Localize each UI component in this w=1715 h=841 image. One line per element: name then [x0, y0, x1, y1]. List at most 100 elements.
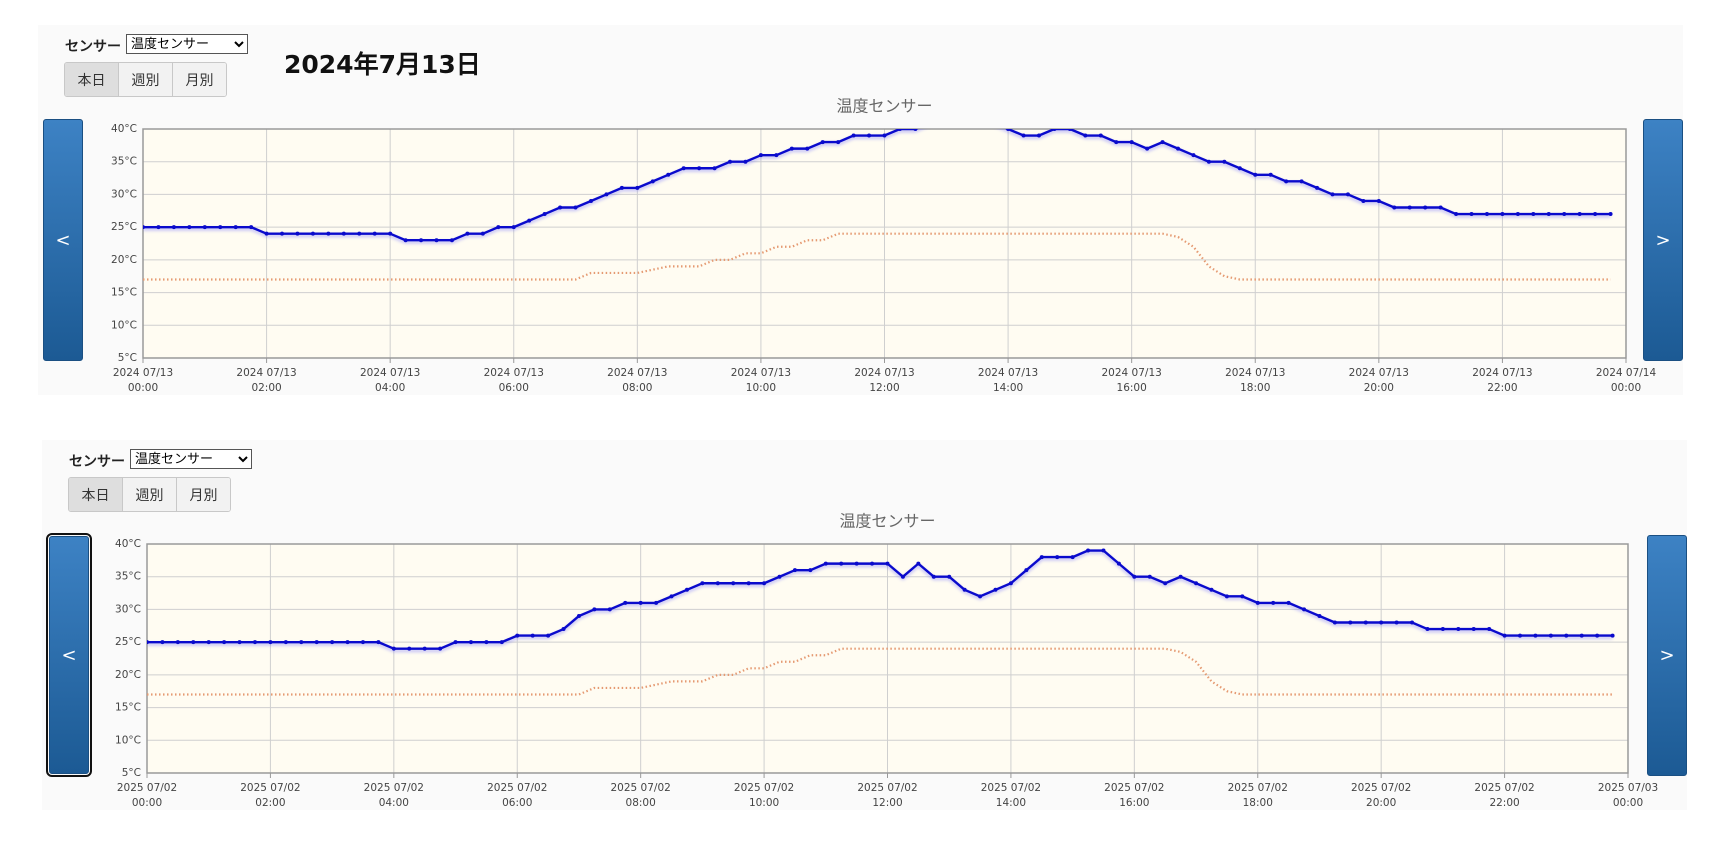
data-point	[1222, 159, 1227, 164]
sensor-label: センサー	[65, 39, 121, 55]
tab-today[interactable]: 本日	[69, 478, 123, 511]
data-point	[991, 120, 995, 124]
x-tick-label: 2024 07/13 14:00	[977, 367, 1039, 394]
tab-monthly[interactable]: 月別	[173, 63, 226, 96]
x-tick-label: 2024 07/13 08:00	[607, 367, 668, 394]
x-tick-label: 2024 07/13 06:00	[483, 367, 544, 394]
sensor-label: センサー	[69, 454, 125, 470]
prev-button[interactable]: <	[43, 119, 83, 361]
data-point	[1317, 613, 1322, 618]
prev-button[interactable]: <	[46, 533, 92, 777]
x-tick-label: 2024 07/13 22:00	[1472, 367, 1533, 394]
data-point	[1425, 627, 1430, 632]
tab-monthly[interactable]: 月別	[177, 478, 230, 511]
tab-today[interactable]: 本日	[65, 63, 119, 96]
data-point	[341, 231, 346, 236]
data-point	[314, 640, 319, 645]
data-point	[468, 640, 473, 645]
data-point	[1191, 153, 1196, 158]
data-point	[792, 568, 797, 573]
y-tick-label: 30°C	[115, 603, 141, 615]
data-point	[1224, 594, 1229, 599]
data-point	[1484, 212, 1489, 217]
data-point	[1564, 633, 1569, 638]
data-point	[897, 129, 902, 131]
data-point	[1147, 574, 1152, 579]
data-point	[295, 231, 300, 236]
data-point	[1548, 633, 1553, 638]
data-point	[1284, 179, 1289, 184]
data-point	[280, 231, 285, 236]
data-point	[1394, 620, 1399, 625]
data-point	[1086, 548, 1091, 553]
data-point	[391, 646, 396, 651]
data-point	[1531, 212, 1536, 217]
data-point	[388, 231, 393, 236]
data-point	[607, 607, 612, 612]
data-point	[206, 640, 211, 645]
data-point	[403, 238, 408, 243]
data-point	[1083, 133, 1088, 138]
data-point	[1315, 185, 1320, 190]
x-tick-label: 2024 07/14 00:00	[1595, 367, 1657, 394]
data-point	[1006, 129, 1011, 131]
x-tick-label: 2025 07/02 06:00	[487, 782, 548, 809]
y-tick-label: 15°C	[115, 702, 141, 714]
data-point	[191, 640, 196, 645]
data-point	[1129, 140, 1134, 145]
data-point	[326, 231, 331, 236]
data-point	[542, 212, 547, 217]
data-point	[1114, 140, 1119, 145]
data-point	[1160, 140, 1165, 145]
data-point	[515, 633, 520, 638]
data-point	[944, 114, 948, 118]
data-point	[465, 231, 470, 236]
data-point	[1348, 620, 1353, 625]
series-group	[147, 548, 1615, 696]
data-point	[1562, 212, 1567, 217]
y-tick-label: 25°C	[111, 221, 137, 233]
y-tick-label: 5°C	[122, 767, 141, 779]
data-point	[1302, 607, 1307, 612]
data-point	[499, 640, 504, 645]
data-point	[870, 561, 875, 566]
sensor-select[interactable]: 温度センサー	[126, 34, 248, 54]
data-point	[854, 561, 859, 566]
data-point	[438, 646, 443, 651]
data-point	[1024, 568, 1029, 573]
data-point	[762, 581, 767, 586]
data-point	[746, 581, 751, 586]
y-tick-label: 30°C	[111, 188, 137, 200]
data-point	[697, 166, 702, 171]
data-point	[558, 205, 563, 210]
data-point	[851, 133, 856, 138]
data-point	[1036, 133, 1041, 138]
period-tabs: 本日 週別 月別	[68, 477, 231, 512]
data-point	[1070, 555, 1075, 560]
x-tick-label: 2025 07/02 22:00	[1474, 782, 1535, 809]
data-point	[422, 646, 427, 651]
x-tick-label: 2024 07/13 10:00	[730, 367, 792, 394]
plot-border	[146, 543, 1629, 774]
data-point	[929, 120, 933, 124]
x-tick-label: 2025 07/02 16:00	[1104, 782, 1165, 809]
data-point	[1423, 205, 1428, 210]
tab-weekly[interactable]: 週別	[119, 63, 173, 96]
sensor-select[interactable]: 温度センサー	[130, 449, 252, 469]
data-point	[372, 231, 377, 236]
data-point	[1546, 212, 1551, 217]
plot-border	[142, 128, 1627, 359]
next-button[interactable]: >	[1647, 535, 1687, 776]
data-point	[700, 581, 705, 586]
data-point	[867, 133, 872, 138]
data-point	[975, 114, 979, 118]
tab-weekly[interactable]: 週別	[123, 478, 177, 511]
y-tick-label: 35°C	[115, 571, 141, 583]
next-button[interactable]: >	[1643, 119, 1683, 361]
data-point	[1299, 179, 1304, 184]
data-point	[1067, 129, 1072, 131]
data-point	[1376, 198, 1381, 203]
data-point	[357, 231, 362, 236]
data-point	[1268, 172, 1273, 177]
data-point	[604, 192, 609, 197]
